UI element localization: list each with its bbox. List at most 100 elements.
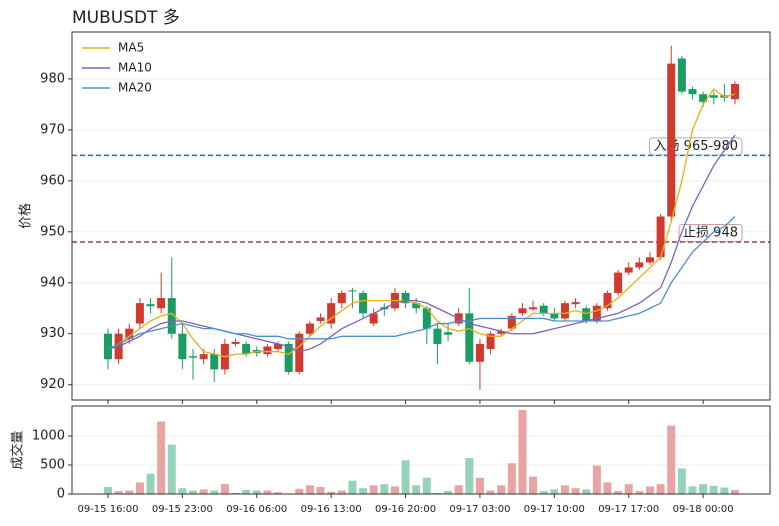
y-tick-label: 0 (57, 487, 65, 502)
candle-body (614, 272, 623, 293)
volume-bar (178, 488, 187, 494)
candle-body (146, 304, 155, 307)
candle-body (125, 328, 134, 339)
plot-frame (71, 405, 771, 495)
volume-bar (252, 490, 261, 494)
volume-bar (667, 425, 676, 494)
candle-body (327, 303, 336, 324)
x-tick-label: 09-18 00:00 (673, 504, 734, 515)
volume-bar (529, 476, 538, 494)
candle-body (731, 83, 739, 100)
label-box (678, 223, 743, 242)
candle-body (167, 298, 176, 334)
candle-body (433, 328, 442, 344)
candle-body (104, 333, 112, 360)
candle-body (263, 346, 272, 355)
volume-bar (582, 489, 591, 494)
candle-body (242, 343, 251, 355)
volume-bar (465, 458, 474, 494)
volume-bar (507, 463, 516, 494)
candle-body (284, 343, 293, 372)
volume-bar (114, 491, 123, 494)
candle-body (560, 303, 569, 319)
y-tick-label: 980 (40, 71, 65, 86)
candle-body (645, 257, 654, 263)
volume-bar (348, 480, 357, 494)
volume-bar (359, 488, 368, 494)
y-tick-label: 970 (40, 122, 65, 137)
y-axis-label: 价格 (18, 203, 34, 229)
volume-bar (337, 490, 346, 494)
volume-bar (157, 421, 166, 494)
x-tick-label: 09-17 03:00 (449, 504, 510, 515)
candle-body (369, 313, 378, 324)
volume-bar (199, 489, 208, 494)
candle-body (401, 292, 410, 304)
candle-body (550, 313, 559, 319)
candle-body (497, 331, 506, 334)
volume-bar (125, 490, 134, 494)
candle-body (656, 216, 665, 258)
candle-body (582, 308, 591, 321)
volume-bar (486, 490, 495, 494)
candle-body (210, 354, 219, 370)
candle-body (699, 94, 708, 102)
candle-body (199, 354, 208, 360)
volume-bar (210, 490, 219, 494)
volume-bar (242, 489, 251, 494)
candle-body (135, 303, 144, 324)
candle-body (337, 292, 346, 304)
volume-bar (497, 485, 506, 494)
volume-bar (550, 489, 559, 494)
candle-body (274, 343, 283, 350)
ma-line (107, 134, 736, 353)
reference-label: 止损 948 (683, 225, 738, 240)
candle-body (486, 333, 495, 350)
y-tick-label: 940 (40, 275, 65, 290)
volume-bar (390, 486, 399, 494)
volume-bar (624, 484, 633, 494)
ma-line (107, 88, 736, 358)
volume-bar (189, 490, 198, 494)
y-tick-label: 960 (40, 173, 65, 188)
candle-body (348, 290, 357, 292)
volume-bar (571, 488, 580, 494)
candle-body (157, 298, 166, 309)
candle-body (709, 95, 718, 98)
candle-body (465, 313, 474, 362)
volume-bar (263, 490, 272, 494)
volume-bar (401, 460, 410, 494)
y-tick-label: 950 (40, 224, 65, 239)
legend-label: MA5 (118, 41, 144, 55)
x-tick-label: 09-15 23:00 (152, 504, 213, 515)
volume-bar (656, 484, 665, 494)
candle-body (635, 262, 644, 268)
volume-bar (603, 482, 612, 494)
legend-label: MA20 (118, 81, 152, 95)
volume-bar (146, 473, 155, 494)
candle-body (475, 343, 484, 362)
volume-bar (539, 491, 548, 494)
volume-bar (560, 485, 569, 494)
volume-bar (731, 489, 739, 494)
volume-bar (316, 487, 325, 494)
candle-body (592, 305, 601, 321)
volume-bar (709, 485, 718, 494)
volume-bar (677, 468, 686, 494)
candle-body (677, 58, 686, 92)
candle-body (571, 302, 580, 305)
chart-title: MUBUSDT 多 (72, 8, 180, 28)
candle-body (422, 308, 431, 329)
volume-bar (135, 482, 144, 494)
candle-body (529, 307, 538, 310)
volume-bar (412, 485, 421, 494)
volume-bar (327, 491, 336, 494)
volume-bar (475, 477, 484, 494)
reference-label: 入场 965-980 (654, 139, 738, 154)
volume-bar (635, 491, 644, 494)
volume-bar (167, 444, 176, 494)
volume-bar (614, 491, 623, 494)
y-tick-label: 500 (40, 457, 65, 472)
volume-bar (220, 484, 229, 494)
